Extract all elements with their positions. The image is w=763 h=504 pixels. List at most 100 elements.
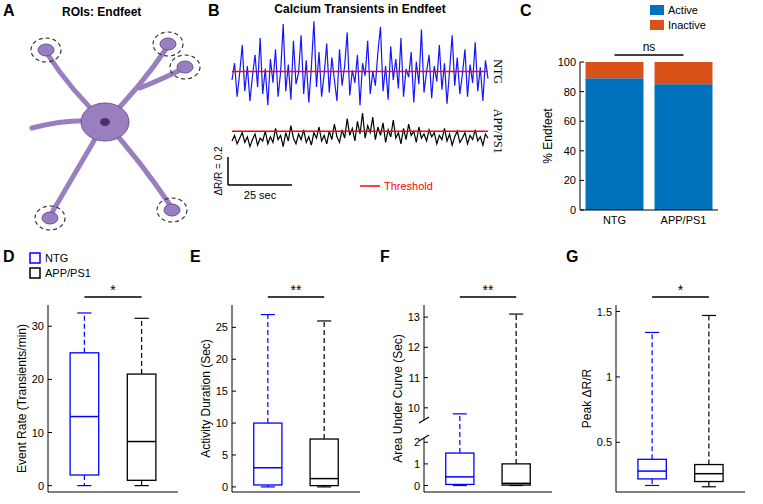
legend-label: NTG <box>45 252 68 264</box>
y-axis-title: Event Rate (Transients/min) <box>15 324 29 473</box>
y-tick-label: 10 <box>32 427 44 439</box>
median <box>446 476 474 478</box>
y-tick-label: 60 <box>564 115 576 127</box>
y-tick-label: 15 <box>216 385 228 397</box>
y-tick-label: 10 <box>216 417 228 429</box>
y-tick <box>232 486 236 487</box>
y-tick <box>616 376 620 377</box>
y-tick <box>580 121 584 122</box>
whisker-lower <box>84 475 85 486</box>
y-tick-label: 0.5 <box>597 436 612 448</box>
x-axis <box>616 492 745 493</box>
y-tick <box>48 485 52 486</box>
y-axis <box>424 438 425 492</box>
whisker-upper <box>141 318 142 374</box>
y-axis-title: Peak ΔR/R <box>580 368 594 428</box>
whisker-cap <box>261 486 275 487</box>
boxes <box>254 315 338 487</box>
bar <box>655 84 713 210</box>
legend-label: Active <box>668 4 698 16</box>
legend-label: APP/PS1 <box>45 267 91 279</box>
scale-label-y: ΔR/R = 0.2 <box>213 146 224 196</box>
y-tick <box>580 150 584 151</box>
y-tick-label: 10 <box>408 402 420 414</box>
y-tick-label: 100 <box>558 56 576 68</box>
x-tick-label: NTG <box>603 214 626 226</box>
legend-key <box>650 5 664 15</box>
sig-label: ** <box>291 282 302 298</box>
whisker-cap <box>702 486 716 487</box>
bar <box>655 62 713 84</box>
y-tick-label: 2 <box>414 436 420 448</box>
y-axis <box>580 62 581 210</box>
sig-label: ns <box>643 40 656 54</box>
whisker-cap <box>77 485 91 486</box>
panel-letter: B <box>208 2 220 19</box>
endfoot <box>164 204 180 216</box>
trace <box>232 113 488 147</box>
median <box>638 470 666 472</box>
sig-bracket <box>615 54 684 56</box>
y-tick <box>48 379 52 380</box>
y-tick-label: 5 <box>222 449 228 461</box>
box <box>254 423 282 485</box>
roi-circle <box>31 38 61 62</box>
median <box>502 483 530 485</box>
whisker-cap <box>645 332 659 333</box>
legend-label: Inactive <box>668 19 706 31</box>
y-tick <box>580 180 584 181</box>
y-tick-label: 0 <box>570 204 576 216</box>
soma <box>81 103 129 141</box>
bar <box>586 62 644 78</box>
legend-key <box>360 185 380 187</box>
legend: NTG APP/PS1 <box>30 252 91 279</box>
figure: AROIs: EndfeetBCalcium Transients in End… <box>0 0 763 504</box>
y-tick <box>232 423 236 424</box>
legend-label: Threshold <box>384 180 433 192</box>
astrocyte <box>31 32 200 230</box>
median <box>254 467 282 469</box>
trace-label: NTG <box>491 59 505 84</box>
y-tick <box>424 485 428 486</box>
y-tick-label: 0 <box>222 481 228 493</box>
boxes <box>70 313 156 486</box>
y-tick <box>580 91 584 92</box>
whisker-cap <box>134 318 148 319</box>
y-tick <box>616 442 620 443</box>
whisker-lower <box>708 482 709 487</box>
whisker-cap <box>261 314 275 315</box>
legend-key <box>30 253 40 263</box>
box <box>70 353 99 475</box>
y-tick-label: 13 <box>408 311 420 323</box>
y-tick-label: 20 <box>564 174 576 186</box>
y-tick <box>424 407 428 408</box>
box <box>695 465 723 482</box>
median <box>695 473 723 475</box>
whisker-upper <box>267 315 268 423</box>
endfoot <box>42 212 58 224</box>
bars <box>586 62 713 210</box>
y-tick <box>48 432 52 433</box>
legend-key <box>30 268 40 278</box>
y-axis <box>232 305 233 492</box>
y-tick <box>48 326 52 327</box>
box <box>127 374 156 480</box>
whisker-upper <box>516 314 517 464</box>
endfoot <box>177 61 193 73</box>
y-tick-label: 80 <box>564 86 576 98</box>
x-axis <box>48 492 178 493</box>
y-axis <box>424 305 425 420</box>
y-tick-label: 1.5 <box>597 306 612 318</box>
boxes <box>446 314 530 485</box>
panel-letter: A <box>3 2 15 19</box>
traces <box>232 21 488 146</box>
roi-circle <box>153 32 183 56</box>
scale-bar-x <box>228 184 292 186</box>
whisker-cap <box>702 315 716 316</box>
whisker-cap <box>453 413 467 414</box>
y-tick <box>580 62 584 63</box>
whisker-cap <box>509 313 523 314</box>
panel-letter: C <box>520 2 532 19</box>
boxes <box>638 315 723 486</box>
x-axis <box>424 492 552 493</box>
